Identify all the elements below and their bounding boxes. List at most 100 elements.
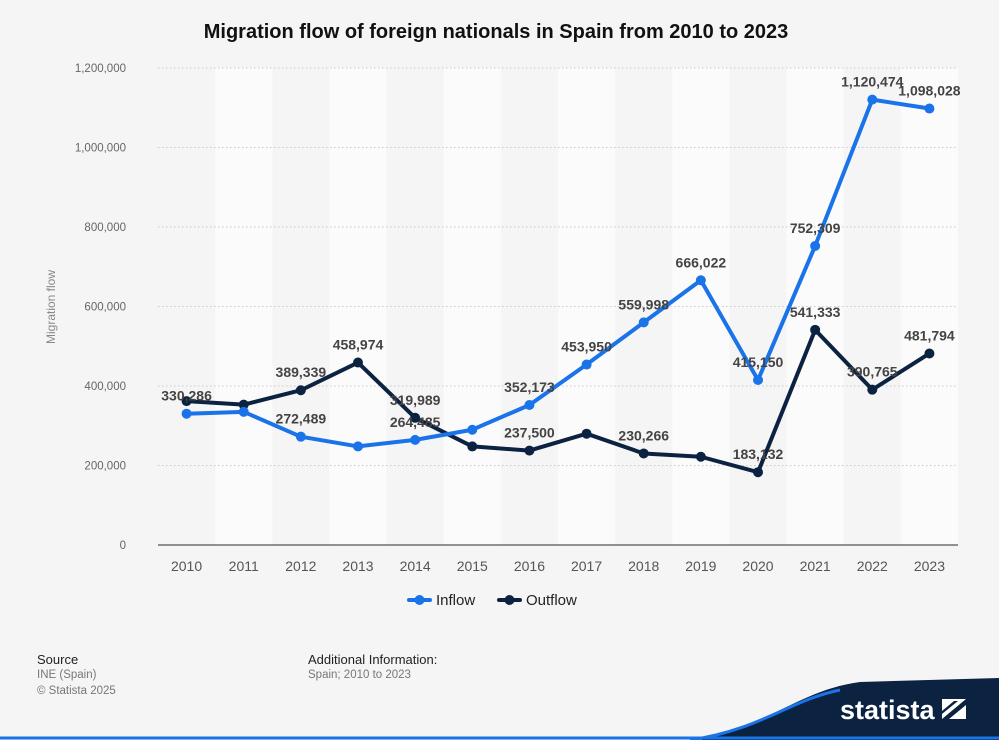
data-point-inflow[interactable] bbox=[810, 240, 821, 251]
data-label-outflow: 237,500 bbox=[504, 425, 555, 441]
x-tick-label: 2021 bbox=[800, 558, 831, 574]
data-label-outflow: 458,974 bbox=[333, 337, 384, 353]
data-point-outflow[interactable] bbox=[638, 448, 649, 459]
x-tick-label: 2011 bbox=[229, 558, 259, 574]
data-label-outflow: 230,266 bbox=[618, 427, 669, 443]
source-block: Source INE (Spain) © Statista 2025 bbox=[37, 652, 116, 699]
data-label-inflow: 752,309 bbox=[790, 220, 841, 236]
data-point-outflow[interactable] bbox=[867, 384, 878, 395]
data-point-outflow[interactable] bbox=[467, 441, 478, 452]
data-label-inflow: 559,998 bbox=[618, 296, 669, 312]
brand-wave bbox=[700, 678, 999, 740]
y-axis-ticks: 0 200,000 400,000 600,000 800,000 1,000,000 1,… bbox=[75, 63, 126, 552]
data-point-outflow[interactable] bbox=[410, 412, 421, 423]
data-label-outflow: 390,765 bbox=[847, 364, 898, 380]
data-point-outflow[interactable] bbox=[810, 324, 821, 335]
data-point-inflow[interactable] bbox=[295, 431, 306, 442]
data-point-inflow[interactable] bbox=[695, 275, 706, 286]
data-point-inflow[interactable] bbox=[181, 408, 192, 419]
additional-info-block: Additional Information: Spain; 2010 to 2… bbox=[308, 652, 437, 683]
data-label-outflow: 319,989 bbox=[390, 392, 441, 408]
data-point-outflow[interactable] bbox=[524, 445, 535, 456]
x-tick-label: 2022 bbox=[857, 558, 888, 574]
data-label-inflow: 330,286 bbox=[161, 388, 212, 404]
x-tick-label: 2018 bbox=[628, 558, 659, 574]
data-point-inflow[interactable] bbox=[238, 406, 249, 417]
data-point-inflow[interactable] bbox=[410, 434, 421, 445]
data-label-outflow: 183,132 bbox=[733, 446, 784, 462]
source-heading: Source bbox=[37, 652, 79, 667]
data-label-outflow: 481,794 bbox=[904, 327, 955, 343]
series-line-inflow bbox=[184, 97, 932, 449]
data-point-outflow[interactable] bbox=[924, 348, 935, 359]
data-label-inflow: 272,489 bbox=[276, 411, 327, 427]
data-point-outflow[interactable] bbox=[353, 357, 363, 368]
x-tick-label: 2017 bbox=[571, 558, 602, 574]
legend-marker-inflow bbox=[414, 595, 425, 605]
additional-info-text: Spain; 2010 to 2023 bbox=[308, 669, 411, 681]
y-axis-label: Migration flow bbox=[44, 270, 58, 344]
chart-title: Migration flow of foreign nationals in S… bbox=[204, 21, 789, 43]
data-label-inflow: 453,950 bbox=[561, 339, 612, 355]
y-tick-label: 1,200,000 bbox=[75, 63, 126, 75]
column-band bbox=[900, 68, 958, 545]
y-tick-label: 600,000 bbox=[84, 302, 126, 314]
y-tick-label: 0 bbox=[120, 540, 126, 552]
legend-marker-outflow bbox=[504, 595, 515, 605]
data-point-inflow[interactable] bbox=[924, 103, 935, 114]
x-tick-label: 2023 bbox=[914, 558, 945, 574]
legend-item-inflow[interactable]: Inflow bbox=[407, 592, 475, 609]
data-point-inflow[interactable] bbox=[581, 359, 592, 370]
x-tick-label: 2019 bbox=[685, 558, 716, 574]
data-point-outflow[interactable] bbox=[695, 451, 706, 462]
y-tick-label: 1,000,000 bbox=[75, 143, 126, 155]
brand-wave-accent bbox=[689, 688, 841, 740]
brand-corner: statista bbox=[0, 678, 999, 740]
column-band bbox=[215, 68, 273, 545]
brand-logo-text: statista bbox=[840, 695, 936, 725]
gridlines bbox=[158, 67, 958, 466]
legend-label-outflow: Outflow bbox=[526, 592, 577, 609]
x-tick-label: 2012 bbox=[285, 558, 316, 574]
series-group bbox=[181, 94, 935, 478]
data-labels: 330,286 272,489 264,485 352,173 453,950 559,9… bbox=[161, 74, 961, 463]
data-point-outflow[interactable] bbox=[295, 385, 306, 396]
data-point-outflow[interactable] bbox=[581, 428, 592, 439]
x-axis-ticks: 2010 2011 2012 2013 2014 2015 2016 2017 2018 2019… bbox=[171, 558, 945, 574]
legend-item-outflow[interactable]: Outflow bbox=[497, 592, 577, 609]
legend[interactable]: Inflow Outflow bbox=[407, 592, 577, 609]
y-tick-label: 200,000 bbox=[84, 461, 126, 473]
data-point-outflow[interactable] bbox=[181, 396, 192, 407]
data-label-inflow: 264,485 bbox=[390, 414, 441, 430]
x-tick-label: 2020 bbox=[742, 558, 773, 574]
data-point-inflow[interactable] bbox=[638, 317, 649, 328]
data-label-outflow: 541,333 bbox=[790, 304, 841, 320]
column-band bbox=[443, 68, 501, 545]
data-point-outflow[interactable] bbox=[238, 399, 249, 410]
y-tick-label: 800,000 bbox=[84, 222, 126, 234]
series-line-outflow bbox=[184, 327, 932, 475]
data-point-inflow[interactable] bbox=[467, 424, 478, 435]
legend-label-inflow: Inflow bbox=[436, 592, 475, 609]
x-tick-label: 2010 bbox=[171, 558, 202, 574]
data-label-inflow: 415,150 bbox=[733, 354, 784, 370]
data-label-outflow: 389,339 bbox=[276, 364, 327, 380]
x-tick-label: 2013 bbox=[342, 558, 373, 574]
data-label-inflow: 352,173 bbox=[504, 379, 555, 395]
data-label-inflow: 666,022 bbox=[676, 254, 727, 270]
data-point-inflow[interactable] bbox=[353, 441, 363, 452]
data-label-inflow: 1,098,028 bbox=[898, 83, 960, 99]
source-line: INE (Spain) bbox=[37, 669, 97, 681]
copyright-line: © Statista 2025 bbox=[37, 685, 116, 697]
x-tick-label: 2016 bbox=[514, 558, 545, 574]
data-point-inflow[interactable] bbox=[753, 374, 763, 385]
x-tick-label: 2015 bbox=[457, 558, 488, 574]
data-point-inflow[interactable] bbox=[524, 400, 535, 411]
data-point-inflow[interactable] bbox=[867, 94, 878, 105]
y-tick-label: 400,000 bbox=[84, 381, 126, 393]
additional-info-heading: Additional Information: bbox=[308, 652, 438, 667]
column-band bbox=[672, 68, 730, 545]
data-point-outflow[interactable] bbox=[753, 467, 763, 478]
statista-logo-icon bbox=[942, 699, 966, 719]
